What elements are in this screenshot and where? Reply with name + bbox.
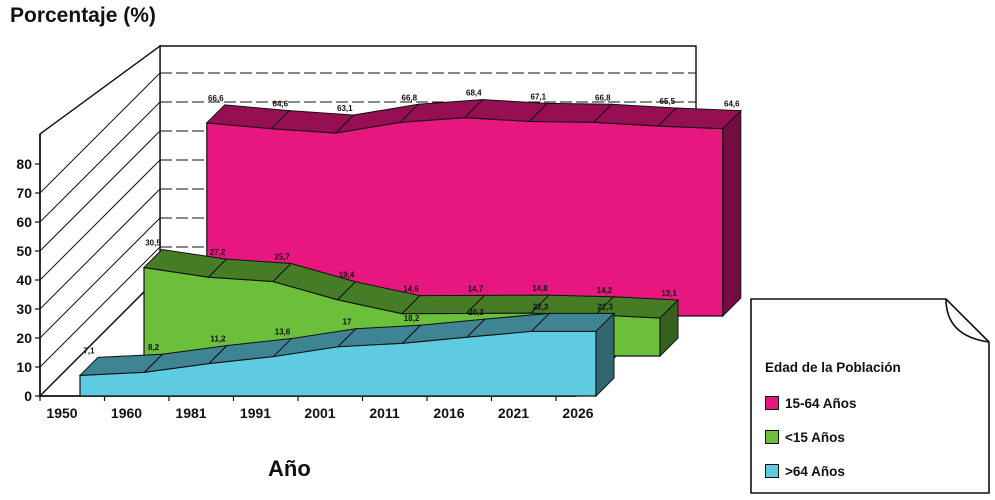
series-end-cap xyxy=(659,298,679,358)
legend: Edad de la Población 15-64 Años <15 Años… xyxy=(750,298,990,494)
data-label: 25,7 xyxy=(274,252,290,261)
gridline-left xyxy=(39,72,161,194)
x-tick-label: 2001 xyxy=(304,405,335,421)
series-0 xyxy=(205,99,742,318)
x-tick-label: 1950 xyxy=(46,405,77,421)
data-label: 17 xyxy=(343,318,352,327)
series-end-cap xyxy=(595,312,615,398)
legend-item-under-15: <15 Años xyxy=(765,428,845,446)
x-tick-label: 2011 xyxy=(369,405,400,421)
legend-note-frame xyxy=(750,298,990,494)
legend-swatch-over-64 xyxy=(765,464,779,478)
data-label: 7,1 xyxy=(83,346,95,355)
data-label: 14,6 xyxy=(403,285,419,294)
y-tick-label: 70 xyxy=(16,185,32,201)
chart-series-group xyxy=(78,99,742,398)
gridline-left xyxy=(39,188,161,310)
x-tick-label: 1991 xyxy=(240,405,271,421)
data-label: 63,1 xyxy=(337,104,353,113)
data-label: 22,3 xyxy=(597,302,613,311)
y-tick-label: 30 xyxy=(16,301,32,317)
data-label: 13,1 xyxy=(661,289,677,298)
y-tick-label: 60 xyxy=(16,214,32,230)
gridline-left xyxy=(39,246,161,368)
x-tick-label: 1981 xyxy=(175,405,206,421)
data-label: 14,7 xyxy=(468,284,484,293)
data-label: 64,6 xyxy=(724,100,740,109)
gridline-left xyxy=(39,217,161,339)
data-label: 8,2 xyxy=(148,343,160,352)
data-label: 65,5 xyxy=(660,97,676,106)
x-tick-label: 2016 xyxy=(433,405,464,421)
data-label: 64,6 xyxy=(273,100,289,109)
legend-swatch-under-15 xyxy=(765,430,779,444)
legend-label-over-64: >64 Años xyxy=(785,463,845,479)
data-label: 27,2 xyxy=(210,248,226,257)
data-label: 22,3 xyxy=(533,302,549,311)
legend-label-under-15: <15 Años xyxy=(785,429,845,445)
data-label: 66,6 xyxy=(208,94,224,103)
legend-label-15-64: 15-64 Años xyxy=(785,395,857,411)
x-tick-label: 2021 xyxy=(498,405,529,421)
x-axis-title: Año xyxy=(268,456,311,481)
legend-title: Edad de la Población xyxy=(765,360,901,375)
data-label: 11,2 xyxy=(210,335,226,344)
data-label: 13,6 xyxy=(275,328,291,337)
data-label: 68,4 xyxy=(466,89,482,98)
data-label: 19,4 xyxy=(339,271,355,280)
gridline-left xyxy=(39,101,161,223)
legend-item-15-64: 15-64 Años xyxy=(765,394,857,412)
data-label: 14,2 xyxy=(597,286,613,295)
y-tick-label: 20 xyxy=(16,330,32,346)
x-tick-label: 1960 xyxy=(111,405,142,421)
y-axis-title: Porcentaje (%) xyxy=(10,4,156,27)
y-tick-label: 0 xyxy=(24,388,32,404)
y-tick-label: 80 xyxy=(16,156,32,172)
data-label: 20,3 xyxy=(468,308,484,317)
y-tick-label: 50 xyxy=(16,243,32,259)
chart-tick-labels: 0 10 20 30 40 50 60 70 80 1950 1960 1981 1991 2001 201… xyxy=(16,156,593,421)
data-label: 67,1 xyxy=(531,92,547,101)
series-end-cap xyxy=(722,109,742,318)
gridline-left xyxy=(39,130,161,252)
data-label: 30,5 xyxy=(145,239,161,248)
x-tick-label: 2026 xyxy=(562,405,593,421)
data-label: 14,8 xyxy=(532,284,548,293)
legend-swatch-15-64 xyxy=(765,396,779,410)
chart-data-labels: 66,6 64,6 63,1 66,8 68,4 67,1 66,8 65,5 64,6 30,5… xyxy=(83,89,740,356)
data-label: 66,8 xyxy=(595,93,611,102)
y-tick-label: 10 xyxy=(16,359,32,375)
gridline-left xyxy=(39,159,161,281)
data-label: 66,8 xyxy=(402,93,418,102)
y-tick-label: 40 xyxy=(16,272,32,288)
series-2 xyxy=(78,312,616,398)
data-label: 18,2 xyxy=(404,314,420,323)
legend-item-over-64: >64 Años xyxy=(765,462,845,480)
